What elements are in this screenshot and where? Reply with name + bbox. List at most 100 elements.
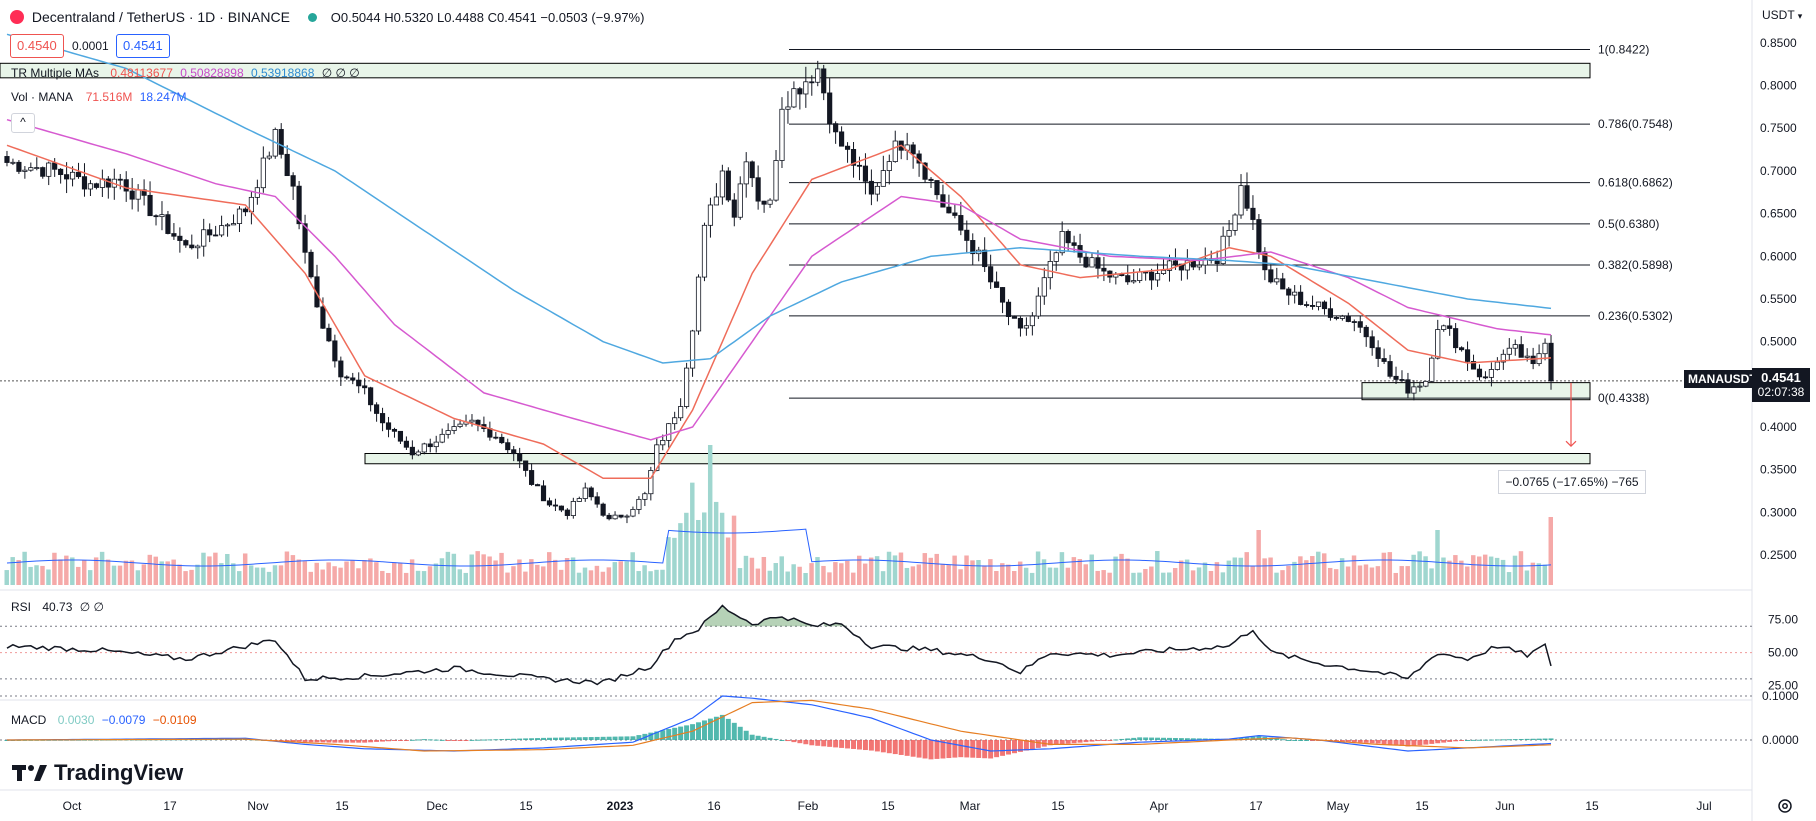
volume-legend[interactable]: Vol · MANA 71.516M 18.247M [11, 90, 186, 104]
macd-histogram-bar [558, 737, 564, 740]
volume-bar [910, 566, 916, 585]
candle-body [1071, 242, 1077, 246]
macd-histogram-bar [1280, 739, 1286, 741]
macd-histogram-bar [773, 738, 779, 740]
volume-bar [1500, 559, 1506, 585]
volume-bar [672, 537, 677, 585]
candle-body [1029, 315, 1035, 327]
ask-price-button[interactable]: 0.4541 [116, 34, 170, 58]
volume-bar [934, 553, 939, 585]
candle-body [868, 180, 874, 195]
volume-bar [1542, 564, 1548, 585]
macd-histogram-bar [415, 739, 421, 741]
volume-bar [612, 562, 618, 585]
candle-body [999, 287, 1006, 303]
macd-histogram-bar [1089, 740, 1095, 742]
macd-histogram-bar [1101, 740, 1107, 741]
chevron-down-icon: ▾ [1797, 11, 1803, 21]
ma-legend[interactable]: TR Multiple MAs 0.48113677 0.50828898 0.… [11, 66, 360, 80]
candle-body [684, 367, 690, 407]
macd-histogram-bar [696, 722, 701, 740]
volume-bar [594, 565, 600, 585]
symbol-header[interactable]: Decentraland / TetherUS · 1D · BINANCE O… [10, 9, 644, 25]
candle-body [648, 470, 654, 495]
volume-bar [1405, 566, 1410, 585]
candle-body [445, 430, 451, 435]
macd-histogram-bar [1256, 736, 1262, 740]
collapse-legend-button[interactable]: ^ [11, 113, 35, 133]
candle-body [1125, 275, 1131, 283]
time-axis-tick: 15 [335, 799, 349, 813]
volume-bar [147, 554, 153, 585]
ma-indicator-label[interactable]: TR Multiple MAs [11, 66, 100, 80]
symbol-price-tag: MANAUSDT [1684, 370, 1761, 388]
volume-bar [1214, 562, 1220, 585]
candle-body [28, 167, 34, 171]
macd-histogram-bar [612, 736, 618, 740]
rsi-label[interactable]: RSI [11, 600, 32, 614]
macd-label[interactable]: MACD [11, 713, 47, 727]
volume-bar [427, 566, 433, 585]
candle-body [1506, 347, 1512, 355]
volume-bar [46, 569, 51, 585]
volume-bar [535, 564, 540, 585]
currency-selector[interactable]: USDT ▾ [1762, 8, 1802, 22]
ma-value-2: 0.50828898 [180, 66, 244, 80]
symbol-title[interactable]: Decentraland / TetherUS · 1D · BINANCE [31, 9, 290, 25]
macd-histogram-bar [1083, 740, 1089, 743]
macd-histogram-bar [356, 740, 362, 743]
volume-bar [582, 567, 588, 585]
ma-value-3: 0.53918868 [250, 66, 315, 80]
candle-body [534, 484, 541, 487]
currency-label[interactable]: USDT [1762, 8, 1795, 22]
volume-label[interactable]: Vol · MANA [11, 90, 73, 104]
macd-legend[interactable]: MACD 0.0030 −0.0079 −0.0109 [11, 713, 197, 727]
volume-bar [1089, 554, 1094, 585]
candle-body [22, 169, 28, 172]
candle-body [1470, 361, 1477, 370]
candle-body [171, 233, 177, 237]
time-axis-tick: 2023 [607, 799, 634, 813]
volume-bar [576, 572, 582, 585]
volume-bar [874, 556, 880, 585]
bid-price-button[interactable]: 0.4540 [10, 34, 64, 58]
volume-bar [797, 566, 802, 585]
candle-body [654, 444, 660, 471]
volume-bar [779, 556, 784, 585]
volume-bar [1041, 559, 1047, 585]
volume-bar [1125, 558, 1130, 585]
price-axis-tick: 0.7500 [1760, 121, 1797, 135]
volume-bar [1184, 559, 1190, 585]
candle-body [183, 240, 189, 246]
macd-histogram-bar [910, 740, 916, 757]
volume-bar [898, 552, 904, 585]
rsi-legend[interactable]: RSI 40.73 ∅ ∅ [11, 600, 104, 614]
price-axis-tick: 0.2500 [1760, 548, 1797, 562]
macd-histogram-bar [636, 735, 642, 740]
moving-average-line [6, 118, 1552, 441]
candle-body [678, 406, 684, 419]
measure-label[interactable]: −0.0765 (−17.65%) −765 [1498, 470, 1646, 494]
candle-body [135, 189, 141, 200]
volume-bar [606, 567, 612, 585]
candle-body [224, 224, 231, 227]
volume-bar [213, 552, 218, 585]
macd-histogram-bar [690, 724, 696, 740]
candle-body [153, 215, 159, 218]
gear-icon[interactable] [1776, 797, 1794, 815]
macd-histogram-bar [719, 714, 725, 740]
candle-body [511, 449, 517, 455]
macd-histogram-bar [487, 739, 493, 741]
volume-bar [1065, 567, 1071, 585]
macd-histogram-bar [1500, 739, 1506, 741]
volume-bar [499, 552, 504, 585]
candle-body [552, 504, 559, 507]
volume-bar [1202, 562, 1208, 585]
candle-body [1357, 321, 1363, 328]
macd-histogram-bar [1035, 740, 1041, 748]
candle-body [338, 360, 344, 378]
candle-body [1351, 321, 1357, 323]
volume-bar [851, 572, 856, 585]
tradingview-logo: TradingView [12, 760, 183, 786]
